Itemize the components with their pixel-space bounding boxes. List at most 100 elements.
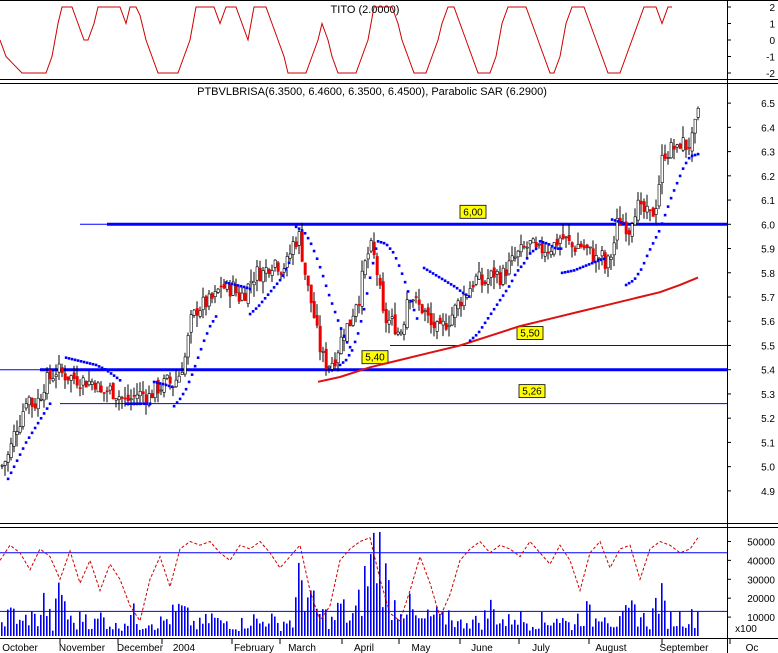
sar-dot [553,246,557,250]
volume-bar [613,627,615,636]
sar-dot [251,310,255,313]
candle-body [666,157,670,159]
volume-bar [301,580,303,636]
sar-dot [175,401,179,404]
sar-dot [263,297,267,300]
volume-bar [664,600,666,636]
sar-dot [610,218,614,221]
candle-body [459,301,463,307]
volume-bar [451,620,453,636]
candle-body [165,374,169,379]
candle-body [102,392,106,394]
sar-dot [636,272,640,276]
sar-dot [613,219,617,222]
sar-dot [164,383,168,387]
sar-dot [347,353,351,357]
sar-dot [353,340,357,344]
candle-body [66,376,70,381]
volume-bar [142,629,144,636]
candle-body [375,256,379,275]
sar-dot [639,268,643,271]
volume-bar [424,618,426,636]
moving-average-line [317,276,699,383]
candle-body [105,390,109,393]
volume-bar [679,611,681,636]
sar-dot [633,277,637,280]
volume-bar [214,617,216,636]
candle-body [15,431,19,435]
sar-dot [294,225,298,229]
candle-body [270,270,274,276]
sar-dot [359,320,363,323]
sar-dot [202,339,206,343]
sar-dot [48,402,52,406]
candle-body [483,281,487,284]
volume-bar [313,590,315,636]
candle-body [267,269,271,275]
volume-bar [346,622,348,636]
sar-dot [184,387,188,391]
price-tick-label: 6.4 [761,123,775,134]
sar-dot [33,426,37,430]
volume-bar [463,628,465,636]
volume-bar [481,629,483,636]
sar-dot [379,240,383,244]
volume-bar [37,626,39,636]
sar-dot [181,392,185,396]
candle-body [696,107,700,118]
candle-body [402,324,406,335]
sar-dot [596,259,600,263]
candle-body [390,316,394,319]
candle-body [435,321,439,332]
candle-body [294,241,298,248]
candle-body [195,308,199,316]
volume-bar [574,624,576,636]
candle-body [651,207,655,217]
sar-dot [525,257,529,260]
indicator-title: TITO (2.0000) [331,4,400,16]
level-label: 6,00 [463,207,483,218]
sar-dot [338,363,342,367]
volume-bar [64,601,66,636]
volume-bar [262,621,264,636]
sar-dot [374,247,378,250]
volume-bar [172,604,174,636]
candle-body [369,240,373,252]
volume-bar [295,597,297,636]
volume-bar [550,625,552,636]
volume-bar [76,629,78,636]
volume-bar [67,619,69,636]
volume-bar [688,624,690,636]
sar-dot [158,382,162,385]
sar-dot [18,453,22,456]
candle-body [174,379,178,388]
candle-body [567,234,571,241]
candle-body [540,242,544,254]
sar-dot [130,402,134,406]
candle-body [69,375,73,381]
volume-bar [622,610,624,636]
sar-dot [42,412,46,415]
volume-bar [565,620,567,636]
candle-body [231,281,235,296]
volume-bar [268,623,270,636]
candle-body [108,385,112,391]
candle-body [672,145,676,150]
candle-body [3,461,7,466]
candle-body [300,231,304,262]
volume-bar [274,616,276,636]
volume-bar [529,630,531,636]
candle-body [531,238,535,244]
sar-dot [15,459,19,462]
volume-bar [475,615,477,636]
volume-bar [205,613,207,636]
candle-body [93,382,97,390]
sar-dot [385,243,389,247]
volume-bar [19,619,21,636]
volume-bar [310,590,312,636]
sar-dot [339,327,343,330]
volume-bar [493,609,495,636]
volume-bar [646,626,648,636]
candle-body [243,292,247,301]
volume-bar [340,603,342,636]
